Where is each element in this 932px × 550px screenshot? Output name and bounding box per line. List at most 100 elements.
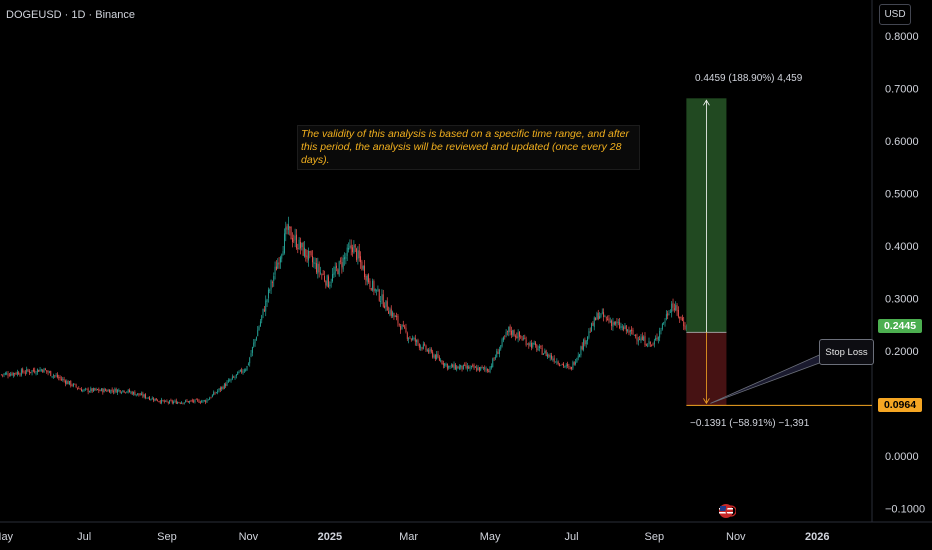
- x-tick-label: Nov: [726, 531, 746, 543]
- candle-body: [8, 375, 10, 377]
- stop-loss-callout[interactable]: Stop Loss: [819, 339, 874, 365]
- candle-body: [504, 336, 506, 338]
- candle-body: [254, 339, 256, 344]
- candle-body: [547, 354, 548, 357]
- candle-body: [437, 353, 439, 358]
- candle-body: [505, 332, 507, 336]
- candle-body: [470, 365, 472, 368]
- candle-body: [305, 248, 307, 257]
- candle-body: [556, 361, 558, 363]
- candle-body: [400, 325, 402, 331]
- candle-body: [67, 381, 69, 385]
- candle-body: [66, 381, 68, 385]
- candle-body: [6, 372, 8, 374]
- candle-body: [213, 392, 215, 396]
- x-tick-label: Nov: [239, 531, 259, 543]
- candle-body: [591, 323, 593, 332]
- candle-body: [50, 370, 52, 377]
- candle-body: [588, 331, 590, 338]
- candle-body: [275, 266, 277, 271]
- candle-body: [603, 312, 605, 317]
- currency-button[interactable]: USD: [879, 4, 911, 25]
- candle-body: [393, 312, 395, 317]
- candle-body: [438, 357, 440, 361]
- candle-body: [648, 341, 650, 345]
- candle-body: [182, 402, 184, 404]
- candle-body: [253, 342, 255, 347]
- candle-body: [332, 274, 333, 282]
- candle-body: [7, 373, 9, 376]
- candle-body: [54, 375, 56, 377]
- candle-body: [644, 335, 646, 345]
- candle-body: [414, 338, 416, 342]
- candle-body: [469, 366, 471, 369]
- candle-body: [620, 326, 622, 328]
- candle-body: [477, 367, 479, 371]
- candle-body: [434, 354, 436, 360]
- candle-body: [513, 330, 515, 337]
- candle-body: [321, 274, 323, 276]
- candle-body: [241, 369, 243, 373]
- candle-body: [105, 389, 106, 391]
- candle-body: [199, 402, 201, 404]
- candle-body: [64, 380, 66, 384]
- candle-body: [444, 363, 446, 367]
- candle-body: [384, 305, 386, 308]
- candle-body: [59, 376, 61, 379]
- candle-body: [417, 340, 419, 344]
- candle-body: [255, 337, 257, 340]
- candle-body: [552, 359, 554, 360]
- candle-body: [337, 269, 339, 275]
- candle-body: [572, 362, 574, 369]
- candle-body: [139, 394, 141, 396]
- candle-body: [215, 392, 217, 394]
- candle-body: [78, 388, 80, 390]
- candle-body: [424, 344, 426, 345]
- candle-body: [296, 234, 297, 249]
- x-tick-label: May: [480, 531, 501, 543]
- candle-body: [48, 371, 50, 373]
- candle-body: [11, 373, 13, 376]
- candle-body: [231, 376, 233, 380]
- candle-body: [322, 273, 324, 275]
- candle-body: [494, 357, 496, 359]
- candle-body: [249, 357, 251, 364]
- candle-body: [356, 248, 357, 260]
- candle-body: [543, 353, 544, 355]
- candle-body: [649, 341, 651, 344]
- candle-body: [110, 389, 112, 394]
- candle-body: [425, 345, 427, 351]
- candle-body: [43, 368, 45, 373]
- candle-body: [446, 363, 448, 369]
- candle-body: [187, 401, 189, 403]
- candle-body: [297, 247, 299, 250]
- candle-body: [645, 344, 647, 346]
- candle-body: [22, 368, 24, 373]
- candle-body: [38, 369, 40, 372]
- stop-label: −0.1391 (−58.91%) −1,391: [690, 418, 810, 429]
- candle-body: [583, 339, 585, 350]
- candle-body: [151, 398, 153, 400]
- candle-body: [298, 239, 300, 250]
- candle-body: [484, 367, 486, 369]
- candle-body: [539, 346, 540, 348]
- x-tick-label: Sep: [157, 531, 177, 543]
- candle-body: [619, 322, 621, 329]
- candle-body: [502, 337, 504, 341]
- candle-body: [318, 263, 320, 273]
- candle-body: [302, 242, 304, 256]
- candle-body: [450, 364, 452, 366]
- candle-body: [529, 342, 531, 347]
- candle-body: [71, 385, 73, 386]
- candle-body: [123, 390, 125, 393]
- candle-body: [673, 308, 675, 310]
- candle-body: [567, 364, 568, 366]
- candle-body: [103, 388, 105, 393]
- us-flag-icon[interactable]: [716, 503, 736, 519]
- candle-body: [523, 338, 524, 340]
- candle-body: [521, 338, 523, 341]
- candle-body: [146, 397, 148, 399]
- candle-body: [464, 364, 466, 366]
